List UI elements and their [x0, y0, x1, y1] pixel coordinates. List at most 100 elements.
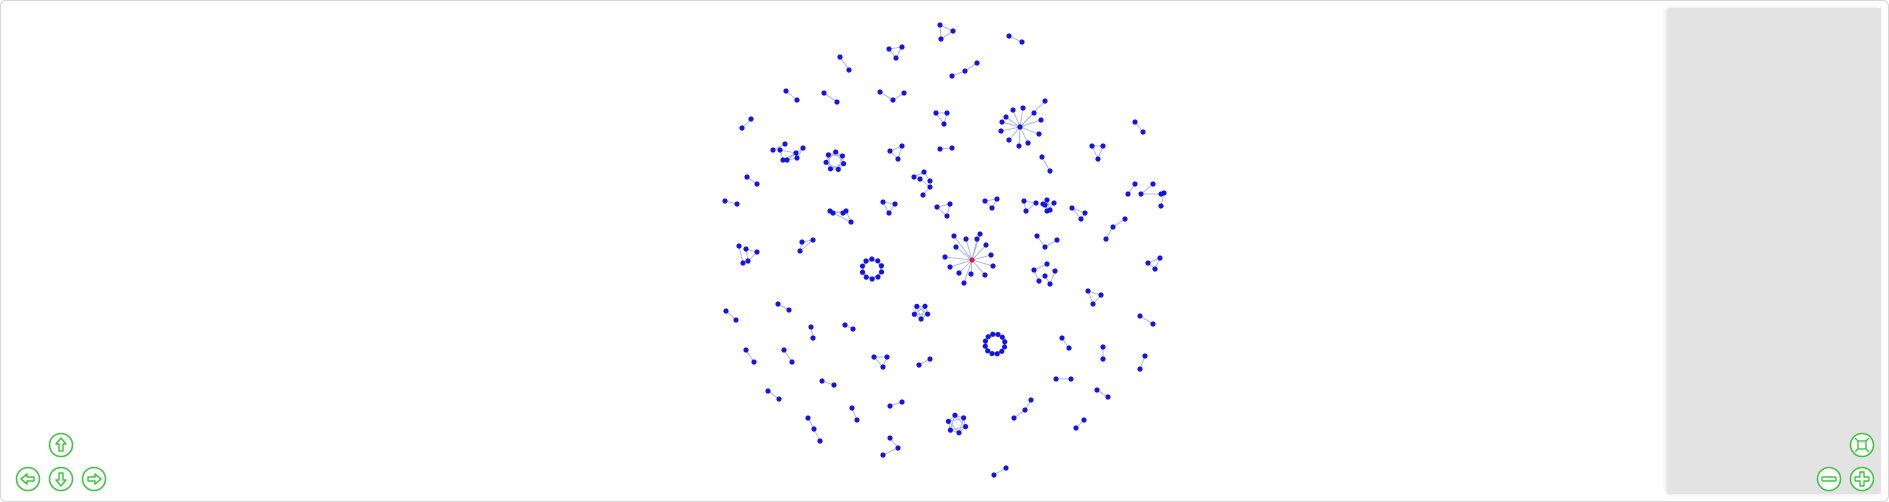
graph-node[interactable] — [1152, 266, 1158, 272]
graph-node[interactable] — [819, 378, 825, 384]
graph-node[interactable] — [723, 308, 729, 314]
graph-node[interactable] — [1020, 105, 1026, 111]
graph-node[interactable] — [765, 388, 771, 394]
graph-node[interactable] — [961, 280, 967, 286]
graph-node[interactable] — [1051, 200, 1057, 206]
graph-node[interactable] — [1011, 415, 1017, 421]
graph-node[interactable] — [901, 90, 907, 96]
graph-node[interactable] — [983, 242, 989, 248]
graph-node[interactable] — [921, 169, 927, 175]
graph-node[interactable] — [1137, 366, 1143, 372]
graph-node[interactable] — [1033, 200, 1039, 206]
graph-node[interactable] — [914, 303, 920, 309]
graph-node[interactable] — [748, 116, 754, 122]
graph-node[interactable] — [1031, 267, 1037, 273]
graph-node[interactable] — [1054, 237, 1060, 243]
graph-node[interactable] — [1036, 278, 1042, 284]
zoom-in-button[interactable] — [1849, 466, 1875, 492]
graph-node[interactable] — [743, 246, 749, 252]
graph-node[interactable] — [899, 44, 905, 50]
graph-node[interactable] — [1150, 321, 1156, 327]
pan-left-button[interactable] — [15, 466, 41, 492]
graph-node[interactable] — [880, 364, 886, 370]
graph-node[interactable] — [869, 256, 875, 262]
graph-node[interactable] — [911, 311, 917, 317]
graph-node[interactable] — [1010, 107, 1016, 113]
graph-node[interactable] — [1044, 208, 1050, 214]
graph-node[interactable] — [1042, 273, 1048, 279]
graph-node[interactable] — [875, 274, 881, 280]
graph-node[interactable] — [1140, 129, 1146, 135]
graph-node[interactable] — [799, 239, 805, 245]
graph-node[interactable] — [1017, 124, 1023, 130]
graph-node[interactable] — [781, 347, 787, 353]
graph-node[interactable] — [1002, 339, 1008, 345]
graph-node[interactable] — [1150, 181, 1156, 187]
graph-node[interactable] — [1082, 210, 1088, 216]
graph-node[interactable] — [880, 199, 886, 205]
graph-node[interactable] — [733, 317, 739, 323]
graph-node[interactable] — [899, 143, 905, 149]
graph-node[interactable] — [831, 382, 837, 388]
graph-node[interactable] — [1145, 260, 1151, 266]
graph-node[interactable] — [745, 258, 751, 264]
graph-node[interactable] — [794, 155, 800, 161]
graph-node[interactable] — [827, 166, 834, 172]
graph-node[interactable] — [810, 237, 816, 243]
graph-node[interactable] — [941, 121, 947, 127]
graph-node[interactable] — [1034, 233, 1040, 239]
graph-node[interactable] — [927, 184, 933, 190]
graph-node[interactable] — [990, 331, 996, 337]
graph-node[interactable] — [848, 219, 854, 225]
graph-node[interactable] — [846, 67, 852, 73]
graph-node[interactable] — [1053, 376, 1059, 382]
graph-node[interactable] — [949, 145, 955, 151]
graph-node[interactable] — [1069, 205, 1075, 211]
graph-node[interactable] — [1022, 407, 1028, 413]
graph-node[interactable] — [995, 331, 1001, 338]
graph-node[interactable] — [998, 128, 1004, 134]
graph-node[interactable] — [1044, 261, 1050, 267]
graph-node[interactable] — [875, 258, 881, 264]
graph-node[interactable] — [825, 152, 832, 158]
graph-node[interactable] — [999, 334, 1005, 340]
graph-node[interactable] — [722, 198, 728, 204]
graph-node[interactable] — [1044, 197, 1050, 203]
graph-node[interactable] — [808, 324, 814, 330]
graph-node[interactable] — [982, 338, 989, 344]
graph-node[interactable] — [821, 90, 827, 96]
graph-node[interactable] — [950, 28, 956, 34]
graph-node[interactable] — [990, 263, 996, 269]
graph-node[interactable] — [968, 271, 974, 277]
graph-node[interactable] — [994, 196, 1000, 202]
graph-node[interactable] — [952, 412, 958, 418]
graph-node[interactable] — [1085, 288, 1091, 294]
graph-node[interactable] — [863, 258, 869, 264]
graph-node[interactable] — [1001, 344, 1008, 350]
graph-node[interactable] — [1100, 344, 1106, 350]
graph-node[interactable] — [1042, 202, 1048, 208]
graph-node[interactable] — [775, 301, 781, 307]
graph-node[interactable] — [878, 263, 885, 269]
graph-node[interactable] — [740, 260, 746, 266]
graph-node[interactable] — [859, 263, 866, 269]
graph-node[interactable] — [974, 60, 980, 66]
graph-node[interactable] — [835, 166, 841, 172]
graph-node[interactable] — [1100, 143, 1106, 149]
pan-up-button[interactable] — [48, 432, 74, 458]
graph-node[interactable] — [780, 157, 786, 163]
graph-node[interactable] — [887, 435, 893, 441]
graph-node[interactable] — [1161, 190, 1167, 196]
graph-node[interactable] — [1003, 114, 1009, 120]
graph-node[interactable] — [1095, 156, 1101, 162]
graph-node[interactable] — [1073, 425, 1079, 431]
graph-node[interactable] — [927, 356, 933, 362]
graph-node[interactable] — [927, 178, 933, 184]
graph-node[interactable] — [962, 424, 969, 430]
graph-node[interactable] — [947, 201, 953, 207]
graph-node[interactable] — [982, 343, 988, 349]
graph-node[interactable] — [994, 351, 1000, 357]
graph-node[interactable] — [1138, 191, 1144, 197]
graph-node[interactable] — [892, 201, 898, 207]
